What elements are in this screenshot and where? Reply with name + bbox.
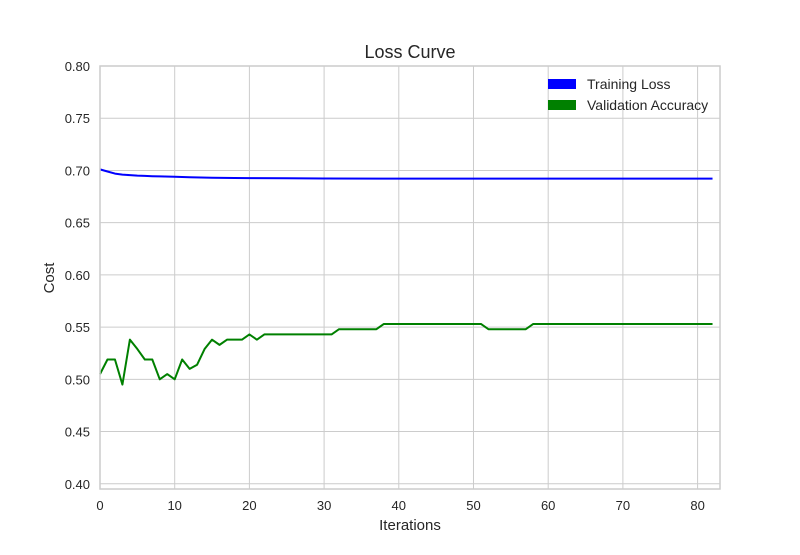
legend-swatch (548, 100, 576, 110)
y-tick-label: 0.45 (65, 425, 90, 440)
legend: Training Loss Validation Accuracy (548, 76, 708, 113)
y-axis-label: Cost (41, 262, 58, 294)
y-tick-label: 0.40 (65, 477, 90, 492)
x-tick-label: 70 (616, 498, 630, 513)
y-tick-label: 0.50 (65, 372, 90, 387)
y-tick-label: 0.55 (65, 320, 90, 335)
x-tick-label: 80 (690, 498, 704, 513)
chart-title: Loss Curve (364, 42, 455, 62)
plot-frame (99, 65, 721, 490)
x-tick-label: 0 (96, 498, 103, 513)
series-line-0 (99, 168, 713, 180)
y-tick-label: 0.75 (65, 111, 90, 126)
series-lines (99, 168, 713, 386)
y-tick-label: 0.65 (65, 216, 90, 231)
x-tick-label: 30 (317, 498, 331, 513)
x-tick-label: 20 (242, 498, 256, 513)
x-tick-label: 60 (541, 498, 555, 513)
x-axis-label: Iterations (379, 517, 441, 534)
x-tick-label: 40 (392, 498, 406, 513)
legend-label: Training Loss (587, 76, 671, 92)
tick-labels: 0 10 20 30 40 50 60 70 80 0.40 0.45 0.50 0.55 0.60 0.6… (65, 59, 705, 513)
plot-background (100, 66, 720, 489)
x-tick-label: 10 (167, 498, 181, 513)
y-tick-label: 0.70 (65, 163, 90, 178)
legend-label: Validation Accuracy (587, 97, 708, 113)
y-tick-label: 0.80 (65, 59, 90, 74)
series-line-1 (99, 322, 713, 386)
x-tick-label: 50 (466, 498, 480, 513)
legend-swatch (548, 79, 576, 89)
y-tick-label: 0.60 (65, 268, 90, 283)
